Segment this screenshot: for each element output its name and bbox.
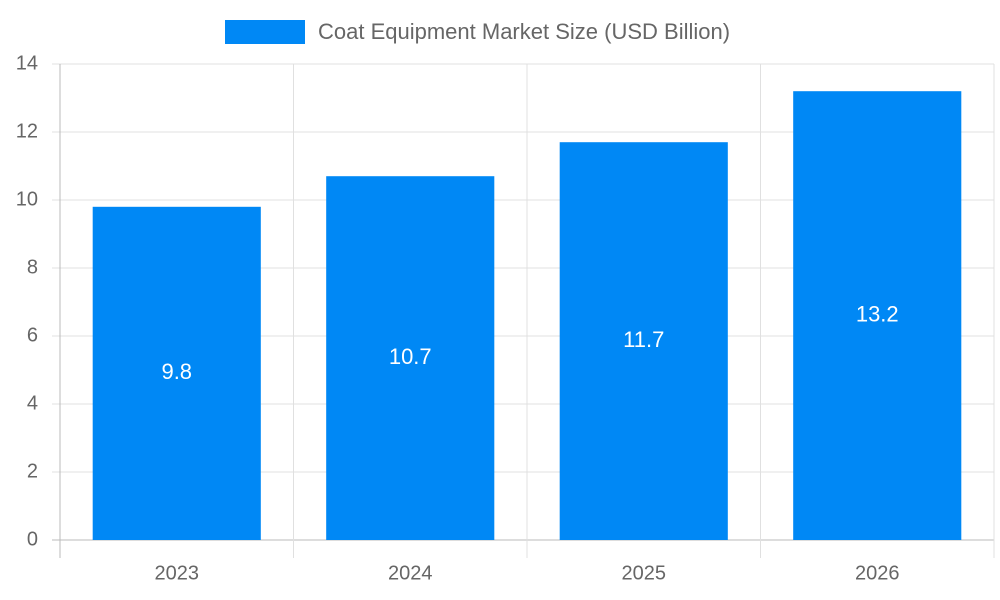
y-tick-label: 10 (16, 188, 38, 210)
bar (92, 206, 261, 541)
data-label: 11.7 (623, 327, 664, 352)
y-tick-label: 0 (27, 528, 38, 550)
bar (326, 176, 495, 540)
legend-swatch (225, 20, 305, 44)
x-tick-label: 2025 (622, 562, 667, 584)
y-tick-label: 4 (27, 392, 38, 414)
x-tick-label: 2026 (855, 562, 900, 584)
data-label: 9.8 (161, 359, 192, 384)
data-label: 10.7 (389, 344, 432, 369)
y-tick-label: 12 (16, 120, 38, 142)
legend-label: Coat Equipment Market Size (USD Billion) (318, 19, 730, 44)
bar (559, 142, 728, 540)
bar (793, 91, 962, 540)
y-tick-label: 8 (27, 256, 38, 278)
y-tick-label: 2 (27, 460, 38, 482)
x-tick-label: 2023 (155, 562, 200, 584)
y-tick-label: 14 (16, 52, 38, 74)
x-tick-label: 2024 (388, 562, 433, 584)
data-label: 13.2 (856, 301, 899, 326)
y-tick-label: 6 (27, 324, 38, 346)
